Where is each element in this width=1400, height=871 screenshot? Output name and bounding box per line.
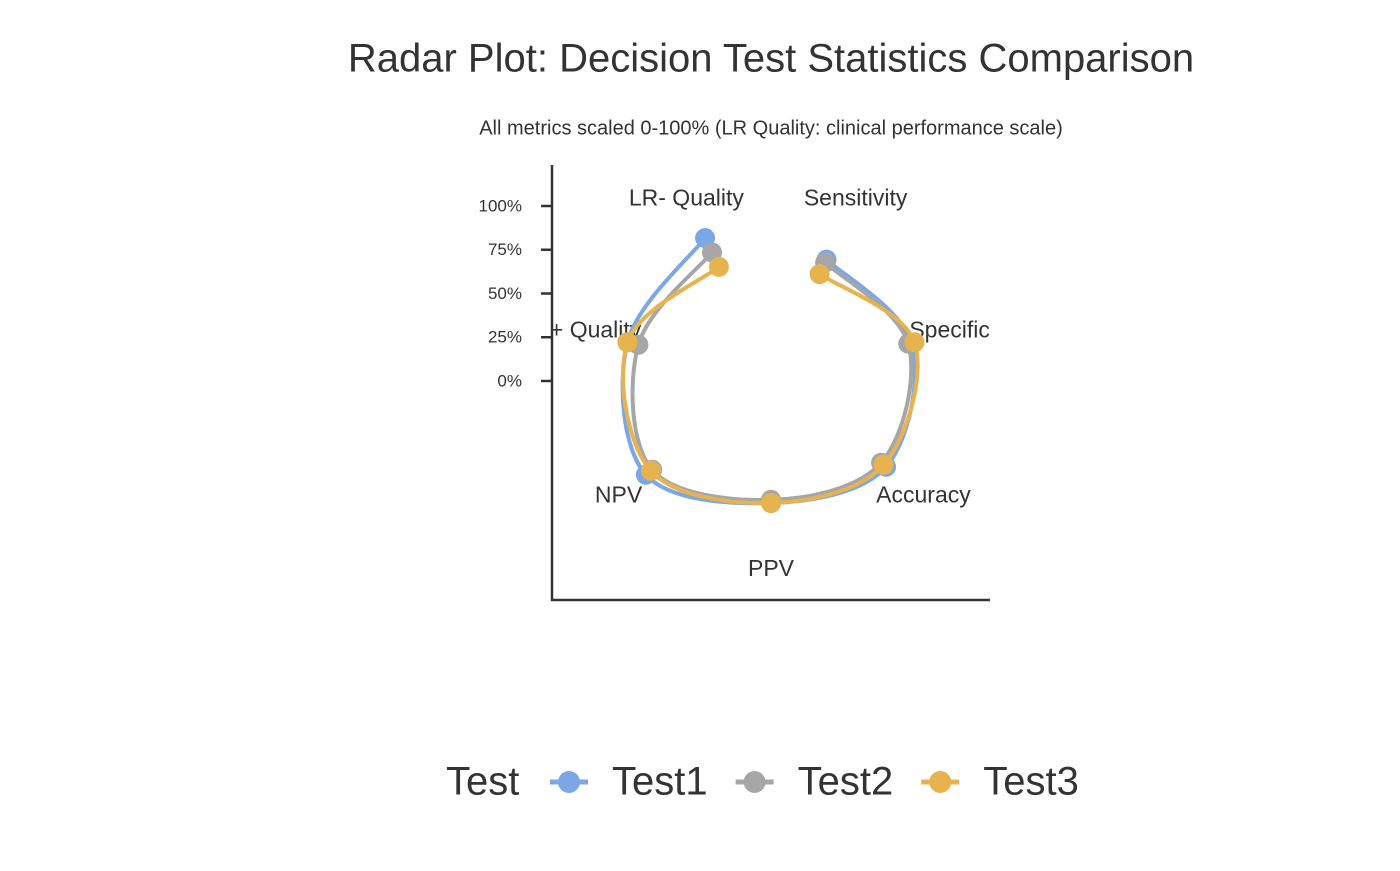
series-line <box>620 236 917 506</box>
chart-title: Radar Plot: Decision Test Statistics Com… <box>348 37 1194 81</box>
legend: Test Test1 Test2 Test3 <box>446 760 1079 804</box>
plot-area: SensitivitySpecificityAccuracyPPVNPVLR+ … <box>552 184 1013 581</box>
category-label: Sensitivity <box>804 184 908 210</box>
data-point <box>708 256 729 277</box>
legend-swatch <box>743 771 766 793</box>
data-point <box>809 264 830 285</box>
data-point <box>640 460 661 481</box>
legend-swatch <box>558 771 580 793</box>
data-point <box>761 493 781 513</box>
category-label: PPV <box>748 555 795 581</box>
data-point <box>617 332 638 353</box>
data-point <box>904 332 925 353</box>
category-label: Specificity <box>909 317 1013 343</box>
chart-subtitle: All metrics scaled 0-100% (LR Quality: c… <box>479 117 1063 139</box>
y-tick-label: 0% <box>497 371 522 390</box>
category-label: LR- Quality <box>629 184 745 210</box>
y-tick-label: 75% <box>488 240 522 259</box>
category-label: Accuracy <box>876 482 971 508</box>
y-tick-label: 50% <box>488 284 522 303</box>
axis-group: 0% 25% 50% 75% 100% <box>479 196 552 390</box>
series-line <box>630 251 914 502</box>
data-point <box>873 454 894 475</box>
legend-title: Test <box>446 760 519 804</box>
legend-label: Test1 <box>612 760 708 804</box>
legend-label: Test3 <box>983 760 1079 804</box>
y-tick-label: 25% <box>488 328 522 347</box>
legend-label: Test2 <box>798 760 894 804</box>
legend-swatch <box>929 771 952 793</box>
y-tick-label: 100% <box>479 196 522 215</box>
category-label: NPV <box>595 482 643 508</box>
